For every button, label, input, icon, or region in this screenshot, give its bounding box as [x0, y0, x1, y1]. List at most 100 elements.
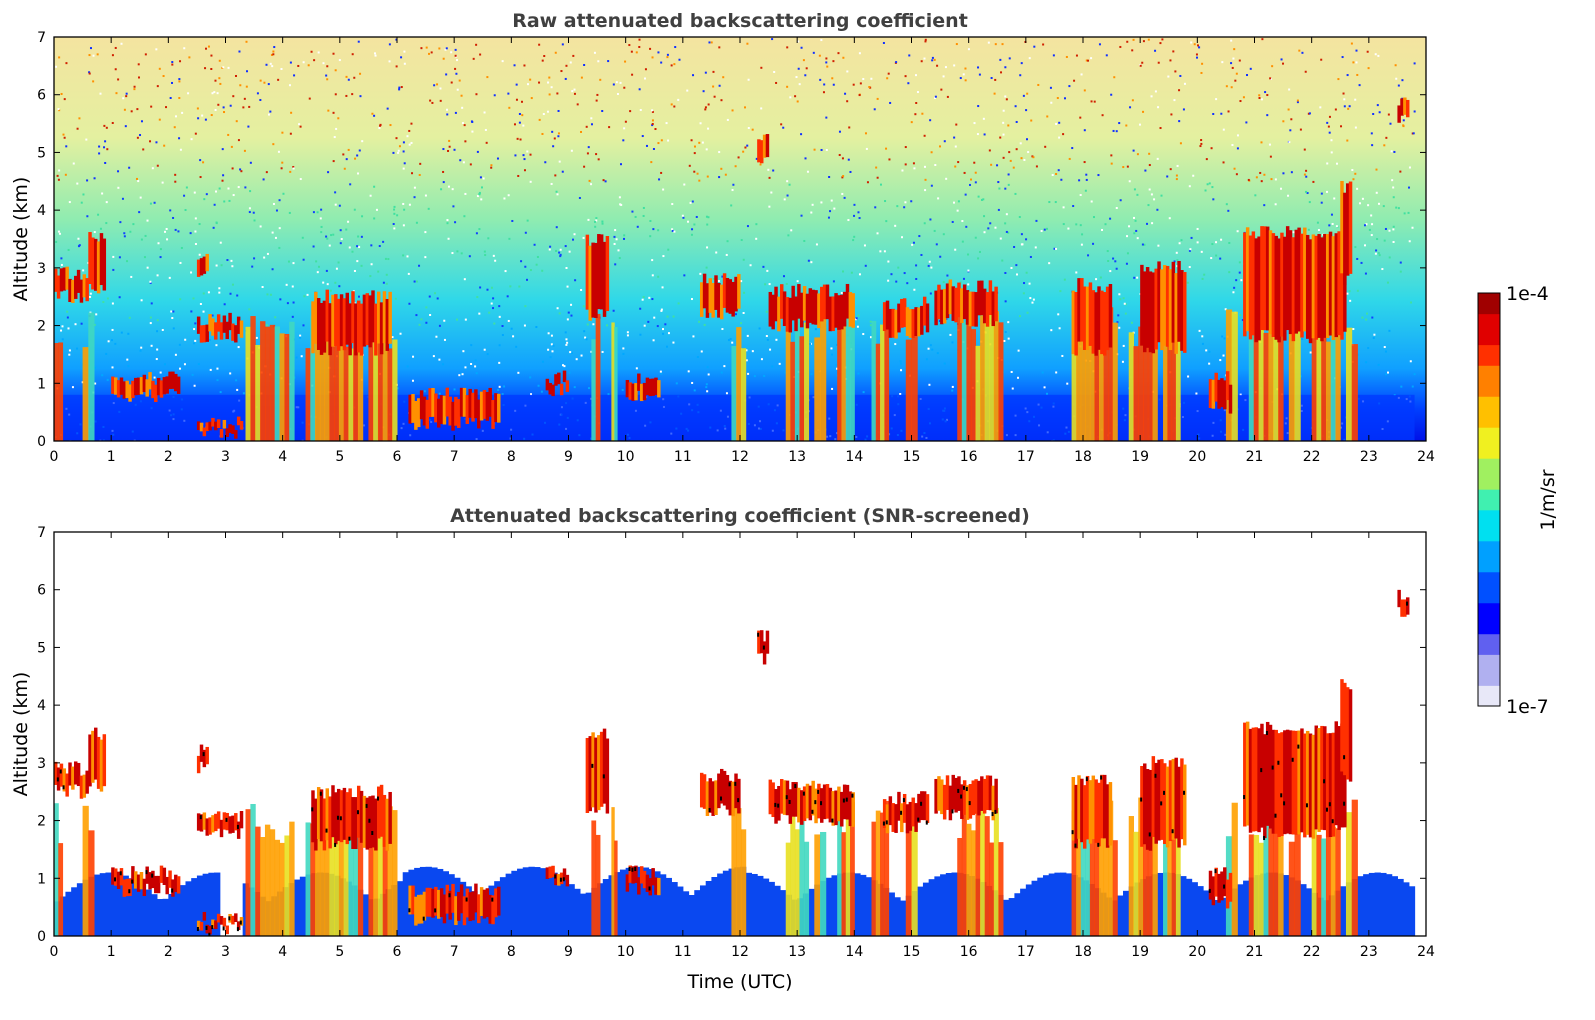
y-tick-label: 6 [37, 583, 46, 599]
precip-strip [1351, 799, 1358, 936]
precip-strip [1147, 316, 1154, 441]
precip-strip [957, 307, 963, 441]
cloud-cell [76, 269, 81, 293]
cloud-cell [199, 921, 204, 931]
cloud-cell [820, 788, 824, 823]
x-tick-label: 17 [1017, 449, 1035, 465]
cloud-cell [911, 309, 915, 338]
y-tick-label: 2 [37, 319, 46, 335]
cloud-cell [162, 377, 167, 395]
cloud-cell [1303, 227, 1307, 332]
precip-strip [1321, 317, 1327, 441]
colorbar-step [1478, 447, 1500, 459]
precip-strip [993, 807, 999, 936]
cloud-cell [448, 396, 452, 426]
colorbar-step [1478, 623, 1500, 635]
cloud-cell [945, 283, 950, 319]
cloud-edge-mark [1140, 797, 1143, 802]
chart-title: Raw attenuated backscattering coefficien… [512, 10, 968, 32]
cloud-cell [902, 298, 907, 328]
cloud-cell [1220, 871, 1224, 901]
precip-strip [880, 324, 885, 441]
bl-column [648, 869, 655, 936]
precip-strip [1263, 332, 1269, 441]
cloud-cell [822, 284, 827, 320]
cloud-cell [328, 796, 332, 849]
precip-strip [736, 327, 742, 441]
cloud-cell [1217, 873, 1221, 903]
cloud-cell [322, 798, 327, 851]
cloud-edge-mark [814, 800, 817, 805]
precip-strip [841, 325, 847, 441]
colorbar-step [1478, 416, 1500, 428]
precip-strip [54, 343, 59, 441]
cloud-cell [1148, 271, 1153, 353]
cloud-cell [325, 788, 329, 841]
bl-column [151, 894, 158, 936]
cloud-cell [925, 794, 930, 823]
cloud-edge-mark [1265, 731, 1268, 736]
cloud-cell [734, 773, 738, 809]
precip-strip [1094, 830, 1100, 936]
cloud-cell [777, 785, 781, 821]
bl-column [214, 872, 221, 936]
bl-column [202, 873, 209, 936]
x-tick-label: 0 [50, 944, 59, 960]
cloud-cell [905, 804, 910, 834]
precip-strip [310, 315, 316, 441]
colorbar-step [1478, 303, 1500, 315]
cloud-edge-mark [951, 809, 954, 814]
cloud-cell [1177, 766, 1181, 848]
cloud-edge-mark [1148, 832, 1151, 837]
cloud-cell [848, 791, 853, 827]
precip-strip [1103, 302, 1109, 441]
cloud-cell [548, 382, 552, 395]
bl-column [402, 872, 410, 936]
x-tick-label: 0 [50, 449, 59, 465]
cloud-cell [1325, 733, 1330, 838]
x-tick-label: 22 [1303, 449, 1321, 465]
cloud-cell [1288, 230, 1293, 335]
cloud-cell [1154, 268, 1158, 350]
bl-column [751, 873, 758, 936]
x-tick-label: 2 [164, 449, 173, 465]
x-tick-label: 13 [788, 944, 806, 960]
cloud-edge-mark [1243, 795, 1246, 800]
precip-strip [790, 341, 796, 441]
bl-column [139, 885, 147, 936]
cloud-cell [822, 784, 827, 820]
cloud-cell [1157, 759, 1161, 841]
cloud-cell [222, 917, 227, 927]
cloud-cell [225, 925, 229, 935]
colorbar-step [1478, 520, 1500, 531]
cloud-cell [202, 325, 207, 343]
cloud-cell [1165, 265, 1170, 347]
cloud-cell [202, 812, 207, 830]
cloud-cell [1311, 734, 1316, 839]
cloud-cell [62, 267, 67, 291]
y-axis-label: Altitude (km) [10, 177, 32, 302]
cloud-edge-mark [145, 870, 148, 875]
cloud-cell [131, 866, 135, 884]
x-tick-label: 3 [221, 944, 230, 960]
cloud-cell [174, 373, 178, 392]
bl-column [659, 874, 667, 936]
cloud-cell [1268, 724, 1273, 829]
cloud-cell [808, 288, 813, 323]
cloud-cell [920, 305, 924, 335]
cloud-cell [765, 134, 770, 158]
cloud-cell [1163, 763, 1167, 845]
cloud-cell [557, 874, 561, 886]
x-tick-label: 1 [107, 449, 116, 465]
cloud-cell [151, 870, 155, 889]
cloud-cell [977, 780, 981, 816]
precip-strip [1112, 322, 1118, 441]
cloud-cell [797, 284, 801, 319]
cloud-edge-mark [737, 798, 740, 803]
cloud-cell [894, 309, 898, 339]
cloud-cell [805, 783, 810, 819]
bl-column [1214, 900, 1221, 936]
cloud-cell [219, 819, 224, 838]
cloud-cell [142, 878, 147, 897]
cloud-cell [1274, 235, 1278, 340]
